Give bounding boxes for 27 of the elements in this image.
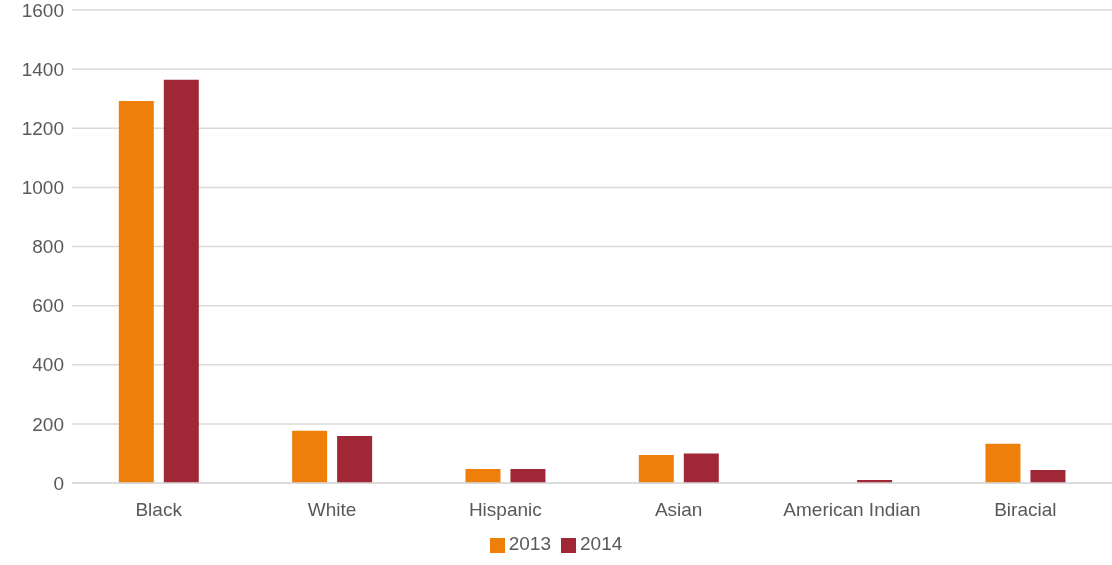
bar (163, 79, 199, 483)
y-tick-label: 1200 (21, 117, 64, 139)
x-tick-label: American Indian (783, 499, 921, 521)
bar (638, 454, 674, 483)
y-tick-label: 1400 (21, 58, 64, 80)
bar (683, 453, 719, 483)
bar (1030, 469, 1066, 483)
legend-label: 2013 (508, 533, 551, 554)
bar (292, 430, 328, 483)
y-tick-label: 400 (32, 354, 64, 376)
bar (510, 469, 546, 483)
y-tick-label: 800 (32, 236, 64, 258)
x-tick-label: Hispanic (468, 499, 542, 521)
y-tick-label: 600 (32, 295, 64, 317)
y-tick-label: 200 (32, 413, 64, 435)
x-tick-label: Black (135, 499, 183, 521)
x-tick-label: White (307, 499, 357, 521)
bar (465, 469, 501, 483)
bar (337, 436, 373, 483)
y-tick-label: 1000 (21, 177, 64, 199)
y-tick-label: 1600 (21, 0, 64, 21)
bar (985, 443, 1021, 483)
legend-label: 2014 (580, 533, 623, 554)
bar (118, 101, 154, 483)
y-tick-label: 0 (53, 472, 64, 494)
x-tick-label: Asian (654, 499, 703, 521)
x-tick-label: Biracial (994, 499, 1057, 521)
